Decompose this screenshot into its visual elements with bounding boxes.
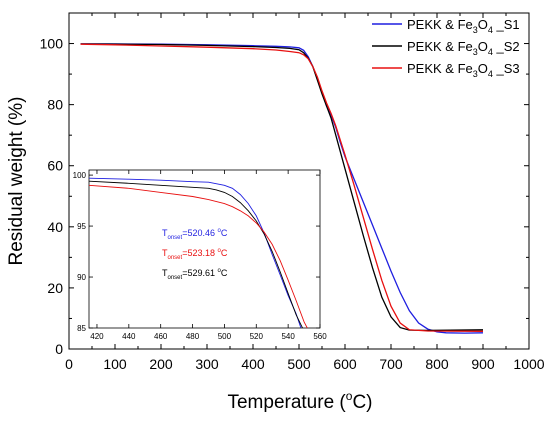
y-tick-label: 80 — [47, 97, 63, 113]
inset-y-tick-label: 95 — [77, 222, 86, 231]
onset-annotation-2: Tonset=523.18 oC — [162, 248, 228, 261]
inset-y-tick-label: 90 — [77, 273, 86, 282]
y-axis-label: Residual weight (%) — [6, 97, 27, 266]
series-line-s3 — [80, 43, 484, 332]
inset-annotations: Tonset=520.46 oC Tonset=523.18 oC Tonset=5… — [162, 228, 228, 281]
legend-entry-s1: PEKK & Fe3O4 _S1 — [407, 17, 520, 35]
legend-entry-s2: PEKK & Fe3O4 _S2 — [407, 39, 520, 57]
legend: PEKK & Fe3O4 _S1 PEKK & Fe3O4 _S2 PEKK & F… — [372, 17, 520, 79]
x-tick-label: 600 — [333, 356, 357, 372]
inset-axes: 420 440 460 480 500 520 540 560 85 90 95 100 — [73, 170, 327, 341]
inset-x-tick-label: 440 — [122, 332, 136, 341]
onset-annotation-1: Tonset=520.46 oC — [162, 228, 228, 241]
main-axes: 0 100 200 300 400 500 600 700 800 900 1000 0 20 40 60 8… — [40, 13, 545, 372]
inset-x-tick-label: 480 — [186, 332, 200, 341]
inset-x-tick-label: 540 — [281, 332, 295, 341]
y-tick-label: 0 — [55, 341, 63, 357]
x-tick-label: 500 — [287, 356, 311, 372]
x-tick-label: 800 — [425, 356, 449, 372]
y-tick-label: 100 — [40, 36, 64, 52]
x-tick-label: 300 — [195, 356, 219, 372]
x-tick-label: 1000 — [513, 356, 544, 372]
y-tick-label: 60 — [47, 158, 63, 174]
inset-y-tick-label: 100 — [73, 171, 87, 180]
x-tick-label: 0 — [65, 356, 73, 372]
x-tick-label: 700 — [379, 356, 403, 372]
y-tick-label: 20 — [47, 280, 63, 296]
onset-annotation-3: Tonset=529.61 oC — [162, 268, 228, 281]
inset-x-tick-label: 560 — [313, 332, 327, 341]
x-tick-label: 400 — [241, 356, 265, 372]
inset-series-line-2 — [89, 180, 303, 328]
inset-x-tick-label: 460 — [154, 332, 168, 341]
x-tick-label: 900 — [471, 356, 495, 372]
inset-x-tick-label: 500 — [218, 332, 232, 341]
x-axis-label: Temperature (oC) — [227, 389, 372, 413]
inset-series-line-3 — [89, 184, 308, 328]
x-tick-label: 100 — [103, 356, 127, 372]
series-line-s2 — [80, 43, 484, 332]
legend-entry-s3: PEKK & Fe3O4 _S3 — [407, 61, 520, 79]
inset-x-tick-label: 420 — [90, 332, 104, 341]
inset-series-group — [89, 177, 308, 328]
y-tick-label: 40 — [47, 219, 63, 235]
main-series-group — [80, 43, 484, 334]
inset-y-tick-label: 85 — [77, 324, 86, 333]
inset-x-tick-label: 520 — [250, 332, 264, 341]
inset-plot-frame — [88, 169, 321, 329]
x-tick-label: 200 — [149, 356, 173, 372]
inset-series-line-1 — [89, 177, 302, 328]
